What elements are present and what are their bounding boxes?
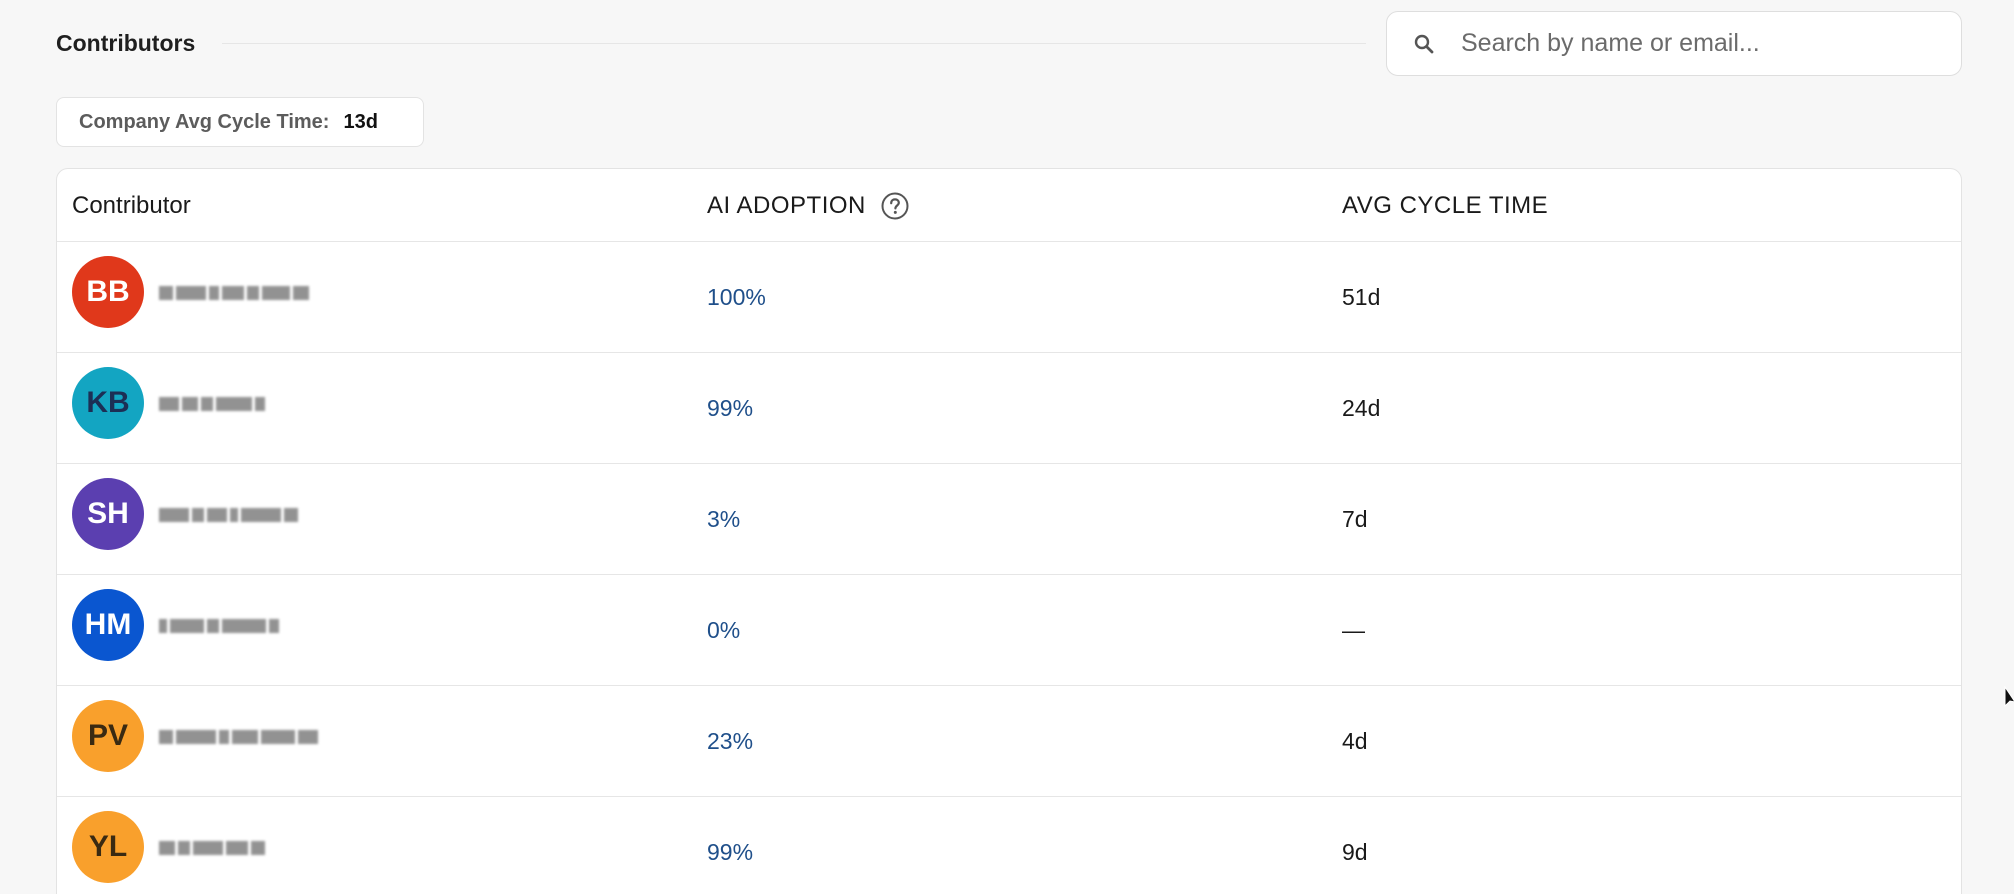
avatar: PV [72, 700, 144, 772]
table-row[interactable]: SH 3% 7d [57, 464, 1961, 575]
avatar: HM [72, 589, 144, 661]
avg-cycle-time-value: 24d [1342, 395, 1381, 421]
ai-adoption-value[interactable]: 3% [707, 506, 741, 532]
column-header-ai-adoption-label: AI ADOPTION [707, 191, 866, 219]
ai-adoption-value[interactable]: 99% [707, 839, 754, 865]
avg-cycle-time-value: 9d [1342, 839, 1368, 865]
ai-adoption-value[interactable]: 99% [707, 395, 754, 421]
mouse-cursor-icon [2004, 685, 2014, 710]
search-box[interactable] [1386, 11, 1962, 76]
table-row[interactable]: BB 100% 51d [57, 242, 1961, 353]
ai-adoption-value[interactable]: 23% [707, 728, 754, 754]
contributors-table: Contributor AI ADOPTION AVG CYCLE TIME B… [56, 168, 1962, 894]
table-row[interactable]: KB 99% 24d [57, 353, 1961, 464]
table-row[interactable]: YL 99% 9d [57, 797, 1961, 894]
table-header: Contributor AI ADOPTION AVG CYCLE TIME [57, 169, 1961, 242]
ai-adoption-value[interactable]: 100% [707, 284, 766, 310]
contributor-name-redacted[interactable] [159, 393, 265, 415]
table-body: BB 100% 51d KB 99% 24d SH 3% 7d HM 0% — PV 23% 4d YL 99%… [57, 242, 1961, 894]
section-divider [222, 43, 1366, 44]
contributor-name-redacted[interactable] [159, 726, 318, 748]
metric-value: 13d [343, 110, 378, 133]
contributor-name-redacted[interactable] [159, 615, 279, 637]
column-header-contributor[interactable]: Contributor [72, 191, 191, 219]
column-header-ai-adoption[interactable]: AI ADOPTION [707, 169, 910, 242]
contributor-name-redacted[interactable] [159, 837, 265, 859]
contributor-name-redacted[interactable] [159, 504, 298, 526]
search-icon [1411, 31, 1437, 57]
avg-cycle-time-value: — [1342, 617, 1365, 643]
table-row[interactable]: PV 23% 4d [57, 686, 1961, 797]
avg-cycle-time-value: 51d [1342, 284, 1381, 310]
column-header-avg-cycle-time[interactable]: AVG CYCLE TIME [1342, 191, 1549, 219]
search-input[interactable] [1461, 29, 1941, 58]
company-avg-cycle-time-chip: Company Avg Cycle Time: 13d [56, 97, 424, 147]
contributor-name-redacted[interactable] [159, 282, 309, 304]
avg-cycle-time-value: 7d [1342, 506, 1368, 532]
ai-adoption-value[interactable]: 0% [707, 617, 741, 643]
avatar: YL [72, 811, 144, 883]
metric-label: Company Avg Cycle Time: [79, 110, 330, 133]
help-icon[interactable] [880, 191, 910, 221]
section-title: Contributors [56, 30, 196, 56]
table-row[interactable]: HM 0% — [57, 575, 1961, 686]
avg-cycle-time-value: 4d [1342, 728, 1368, 754]
avatar: BB [72, 256, 144, 328]
avatar: SH [72, 478, 144, 550]
avatar: KB [72, 367, 144, 439]
